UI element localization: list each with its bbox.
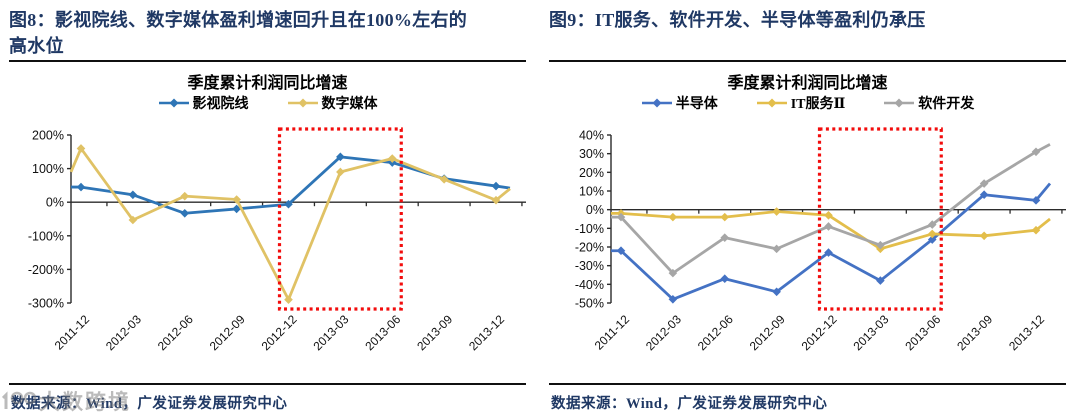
data-point-marker <box>1031 147 1041 157</box>
x-axis-label: 2012-09 <box>747 312 788 353</box>
data-point-marker <box>720 212 730 222</box>
x-axis-label: 2013-09 <box>954 312 995 353</box>
data-point-marker <box>180 208 190 218</box>
legend-item-0: 影视院线 <box>158 93 249 113</box>
x-axis-label: 2013-03 <box>310 312 351 353</box>
y-tick-label: 0% <box>586 203 604 217</box>
figure-9-chart-title: 季度累计利润同比增速 <box>727 75 888 92</box>
data-point-marker <box>76 144 86 153</box>
data-point-marker <box>128 190 138 200</box>
series-0 <box>71 152 511 218</box>
series-line <box>611 182 1052 301</box>
y-tick-label: 10% <box>579 185 604 199</box>
figure-9-legend: 半导体 IT服务Ⅱ 软件开发 <box>549 91 1066 115</box>
legend-item-1: IT服务Ⅱ <box>756 93 846 113</box>
legend-item-2: 软件开发 <box>883 93 974 113</box>
x-axis-label: 2013-03 <box>850 312 891 353</box>
figure-8-legend: 影视院线 数字媒体 <box>9 91 526 115</box>
series-line <box>69 147 511 302</box>
data-point-marker <box>824 222 833 231</box>
x-axis-label: 2013-09 <box>414 312 455 353</box>
data-point-marker <box>232 195 241 204</box>
x-axis-label: 2013-12 <box>1006 312 1047 353</box>
x-axis-label: 2013-06 <box>902 312 943 353</box>
figure-9-caption-text: 图9：IT服务、软件开发、半导体等盈利仍承压 <box>549 10 926 30</box>
highlight-box <box>817 127 943 311</box>
data-point-marker <box>772 244 781 254</box>
x-axis-label: 2012-03 <box>643 312 684 353</box>
series-1 <box>69 144 511 304</box>
figure-9: 图9：IT服务、软件开发、半导体等盈利仍承压 季度累计利润同比增速 半导体 IT服… <box>540 0 1080 419</box>
series-1 <box>611 207 1051 254</box>
data-point-marker <box>336 152 345 162</box>
y-tick-label: 40% <box>579 129 604 143</box>
data-point-marker <box>180 191 190 201</box>
x-axis-label: 2013-06 <box>362 312 403 353</box>
x-axis-label: 2013-12 <box>466 312 507 353</box>
y-tick-label: 30% <box>579 147 604 161</box>
y-tick-label: 0% <box>46 196 64 210</box>
x-axis-label: 2012-06 <box>695 312 736 353</box>
data-point-marker <box>284 295 293 304</box>
y-tick-label: 200% <box>32 129 64 143</box>
figure-9-source: 数据来源：Wind，广发证券发展研究中心 <box>549 383 1066 419</box>
figure-8-line-chart: -300% -200% -100% 0% 100% 200% 2011-12 2012-03 2… <box>28 127 526 353</box>
data-point-marker <box>1031 225 1041 235</box>
data-point-marker <box>76 182 86 192</box>
y-tick-label: 100% <box>32 162 64 176</box>
y-tick-label: -300% <box>28 297 64 311</box>
data-point-marker <box>128 215 138 225</box>
series-0 <box>611 182 1052 304</box>
data-point-marker <box>336 167 345 177</box>
y-tick-label: 20% <box>579 166 604 180</box>
legend-marker-icon <box>756 98 787 108</box>
y-tick-label: -10% <box>575 222 604 236</box>
legend-marker-icon <box>884 98 915 108</box>
y-tick-label: -100% <box>28 229 64 243</box>
x-axis-label: 2012-12 <box>799 312 840 353</box>
figure-8-source: 数据来源：Wind，广发证券发展研究中心 <box>9 383 526 419</box>
legend-marker-icon <box>287 98 318 108</box>
x-axis-label: 2011-12 <box>592 312 633 353</box>
y-tick-label: -30% <box>575 259 604 273</box>
figure-9-caption: 图9：IT服务、软件开发、半导体等盈利仍承压 <box>549 0 1066 62</box>
figure-8-caption: 图8：影视院线、数字媒体盈利增速回升且在100%左右的高水位 <box>9 0 526 62</box>
legend-label: 数字媒体 <box>321 97 378 112</box>
legend-label: 软件开发 <box>918 97 975 112</box>
legend-marker-icon <box>158 98 189 108</box>
figure-8: 图8：影视院线、数字媒体盈利增速回升且在100%左右的高水位 季度累计利润同比增… <box>9 0 526 419</box>
figure-8-chart-title: 季度累计利润同比增速 <box>187 75 348 92</box>
data-point-marker <box>720 274 730 284</box>
highlight-box <box>277 127 403 311</box>
legend-item-0: 半导体 <box>641 93 718 113</box>
legend-label: IT服务Ⅱ <box>790 97 846 112</box>
data-point-marker <box>979 231 989 241</box>
x-axis-label: 2011-12 <box>52 312 93 353</box>
y-tick-label: -40% <box>575 278 604 292</box>
legend-item-1: 数字媒体 <box>287 93 378 113</box>
figure-9-line-chart: -50% -40% -30% -20% -10% 0% 10% 20% 30% 40% 2011-1… <box>575 127 1066 353</box>
data-point-marker <box>1031 196 1041 205</box>
data-point-marker <box>668 212 678 222</box>
x-axis-label: 2012-06 <box>155 312 196 353</box>
y-tick-label: -50% <box>575 297 604 311</box>
data-point-marker <box>284 199 293 209</box>
x-axis-label: 2012-03 <box>103 312 144 353</box>
data-point-marker <box>772 207 781 216</box>
x-axis-label: 2012-12 <box>259 312 300 353</box>
figure-8-caption-text: 图8：影视院线、数字媒体盈利增速回升且在100%左右的高水位 <box>9 10 468 57</box>
data-point-marker <box>491 181 501 191</box>
y-tick-label: -200% <box>28 263 64 277</box>
y-tick-label: -20% <box>575 241 604 255</box>
series-2 <box>611 143 1051 278</box>
legend-label: 影视院线 <box>192 97 249 112</box>
x-axis-label: 2012-09 <box>207 312 248 353</box>
legend-label: 半导体 <box>675 97 718 112</box>
legend-marker-icon <box>641 98 672 108</box>
